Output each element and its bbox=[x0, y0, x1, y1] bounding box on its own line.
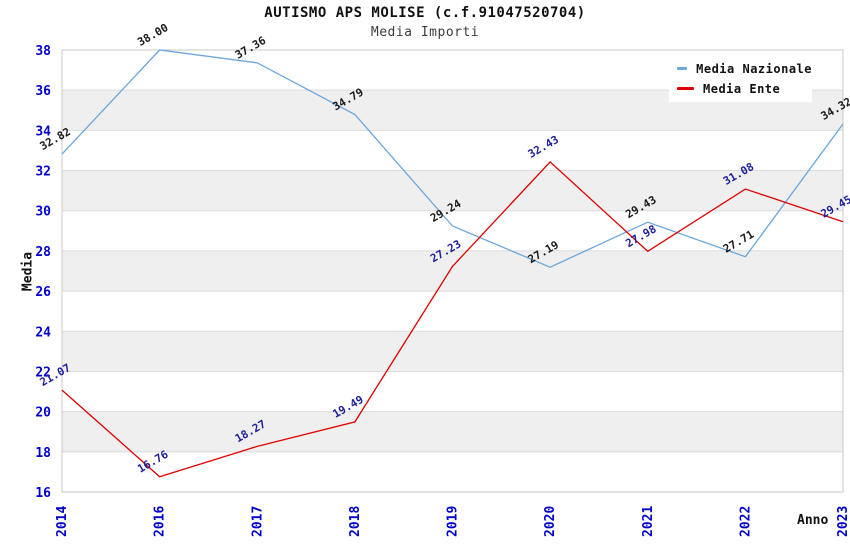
y-tick-label: 18 bbox=[35, 446, 51, 461]
y-tick-label: 34 bbox=[35, 124, 51, 139]
y-tick-label: 30 bbox=[35, 205, 51, 220]
y-tick-label: 24 bbox=[35, 325, 51, 340]
y-tick-label: 16 bbox=[35, 486, 51, 501]
plot-border bbox=[61, 49, 844, 493]
legend-swatch-red-line-icon bbox=[677, 87, 694, 90]
x-tick-label: 2016 bbox=[153, 506, 168, 537]
x-tick-label: 2014 bbox=[55, 506, 70, 537]
shaded-band bbox=[62, 250, 843, 292]
series-line-1[interactable] bbox=[61, 160, 844, 478]
y-tick-label: 22 bbox=[35, 365, 51, 380]
x-tick-label: 2021 bbox=[641, 506, 656, 537]
y-tick-label: 28 bbox=[35, 245, 51, 260]
legend-item-media-nazionale[interactable]: Media Nazionale bbox=[677, 62, 812, 76]
y-tick-label: 38 bbox=[35, 44, 51, 59]
x-axis-title: Anno bbox=[797, 513, 829, 528]
legend-item-media-ente[interactable]: Media Ente bbox=[677, 82, 812, 96]
x-tick-label: 2019 bbox=[446, 506, 461, 537]
legend-label: Media Ente bbox=[703, 81, 781, 96]
x-tick-label: 2020 bbox=[543, 506, 558, 537]
x-tick-label: 2017 bbox=[250, 506, 265, 537]
y-axis-title: Media bbox=[20, 251, 36, 292]
shaded-band bbox=[62, 411, 843, 452]
legend-swatch-blue-line-icon bbox=[677, 67, 688, 70]
y-tick-label: 26 bbox=[35, 285, 51, 300]
data-label: 27.98 bbox=[623, 222, 658, 250]
chart-subtitle: Media Importi bbox=[370, 25, 480, 40]
data-label: 32.43 bbox=[526, 133, 561, 161]
shaded-band bbox=[62, 170, 843, 211]
y-tick-label: 32 bbox=[35, 165, 51, 180]
x-tick-label: 2022 bbox=[738, 506, 753, 537]
x-tick-label: 2018 bbox=[348, 506, 363, 537]
chart-title: AUTISMO APS MOLISE (c.f.91047520704) bbox=[264, 5, 586, 21]
legend: Media Nazionale Media Ente bbox=[669, 55, 812, 102]
series-line-0[interactable] bbox=[61, 49, 844, 268]
y-tick-label: 36 bbox=[35, 84, 51, 99]
legend-label: Media Nazionale bbox=[696, 61, 812, 76]
y-tick-label: 20 bbox=[35, 406, 51, 421]
shaded-band bbox=[62, 331, 843, 372]
x-tick-label: 2023 bbox=[836, 506, 850, 537]
